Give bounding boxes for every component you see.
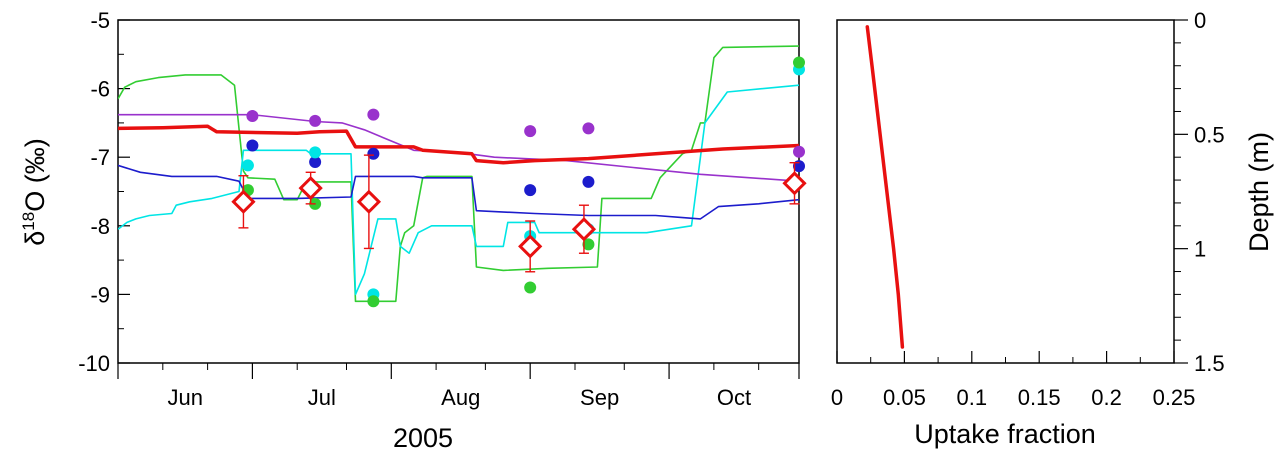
- x-month-label: Sep: [580, 385, 619, 410]
- data-point: [246, 139, 259, 152]
- data-point: [309, 146, 322, 159]
- data-point: [793, 145, 805, 158]
- series-line: [118, 164, 799, 220]
- y-tick-label: -10: [78, 351, 110, 376]
- time-series-data: [118, 45, 799, 303]
- data-point: [309, 114, 322, 127]
- series-mean-line: [118, 124, 799, 165]
- mean-diamond-marker: [571, 217, 597, 242]
- time-series-chart: -10 -9 -8 -7 -6 -5 Jun Jul Aug Sep Oct 2005 δ18O …: [19, 8, 807, 453]
- data-point: [793, 56, 805, 69]
- time-series-x-axis-title: 2005: [393, 423, 453, 453]
- time-series-plot-area: [117, 19, 800, 364]
- x-tick-label: 0.05: [883, 385, 926, 410]
- y-tick-label: -9: [90, 282, 110, 307]
- x-month-label: Oct: [717, 385, 751, 410]
- data-point: [582, 175, 595, 188]
- time-series-y-axis-title: δ18O (‰): [19, 138, 50, 245]
- uptake-y-ticks: 0 0.5 1 1.5: [1174, 8, 1225, 376]
- time-series-x-ticks: Jun Jul Aug Sep Oct: [117, 363, 800, 410]
- series-line: [118, 113, 799, 182]
- data-point: [241, 159, 254, 172]
- y-tick-label: 0.5: [1194, 122, 1225, 147]
- mean-diamond-marker: [298, 175, 323, 201]
- y-tick-label: -7: [90, 145, 110, 170]
- uptake-y-axis-title: Depth (m): [1244, 132, 1274, 252]
- x-month-label: Aug: [441, 385, 480, 410]
- x-month-label: Jul: [308, 385, 336, 410]
- x-tick-label: 0.15: [1018, 385, 1061, 410]
- x-month-label: Jun: [167, 385, 202, 410]
- y-tick-label: 1.5: [1194, 351, 1225, 376]
- y-tick-label: -5: [90, 8, 110, 33]
- data-point: [367, 147, 380, 160]
- uptake-data: [865, 25, 905, 349]
- mean-diamond-marker: [231, 189, 256, 214]
- mean-diamond-marker: [518, 234, 543, 259]
- x-tick-label: 0: [831, 385, 843, 410]
- data-point: [309, 156, 322, 169]
- uptake-x-axis-title: Uptake fraction: [914, 419, 1096, 449]
- uptake-profile-line: [865, 25, 905, 349]
- y-tick-label: 0: [1194, 8, 1206, 33]
- y-tick-label: -6: [90, 77, 110, 102]
- series-line: [118, 84, 799, 296]
- data-point: [246, 110, 259, 123]
- data-point: [524, 281, 537, 294]
- data-point: [524, 125, 537, 138]
- mean-diamond-marker: [782, 171, 807, 196]
- data-point: [582, 238, 595, 251]
- y-tick-label: 1: [1194, 237, 1206, 262]
- time-series-y-ticks: -10 -9 -8 -7 -6 -5: [78, 8, 130, 376]
- x-tick-label: 0.2: [1091, 385, 1122, 410]
- x-tick-label: 0.1: [957, 385, 988, 410]
- uptake-depth-chart: 0 0.05 0.1 0.15 0.2 0.25 0 0.5 1 1.5 Uptake frac…: [831, 8, 1274, 449]
- x-tick-label: 0.25: [1153, 385, 1196, 410]
- y-tick-label: -8: [90, 214, 110, 239]
- data-point: [367, 108, 380, 121]
- mean-diamond-marker: [356, 189, 382, 214]
- data-point: [582, 122, 595, 135]
- time-series-markers: [231, 56, 807, 308]
- data-point: [524, 184, 537, 197]
- data-point: [367, 295, 380, 308]
- uptake-x-ticks: 0 0.05 0.1 0.15 0.2 0.25: [831, 351, 1196, 410]
